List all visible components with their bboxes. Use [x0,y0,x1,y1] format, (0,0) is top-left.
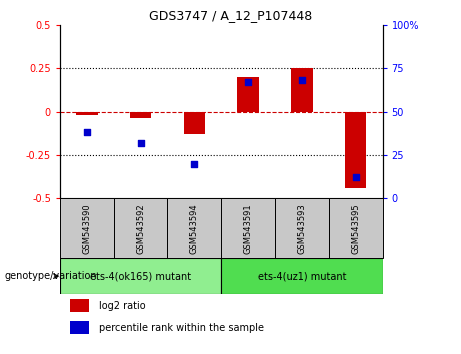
FancyBboxPatch shape [114,198,167,258]
Text: GSM543594: GSM543594 [190,203,199,254]
Text: genotype/variation: genotype/variation [5,271,97,281]
Text: GSM543592: GSM543592 [136,203,145,254]
Point [191,161,198,166]
FancyBboxPatch shape [167,198,221,258]
Text: GDS3747 / A_12_P107448: GDS3747 / A_12_P107448 [149,9,312,22]
Text: log2 ratio: log2 ratio [99,301,145,311]
Bar [183,112,205,134]
Text: percentile rank within the sample: percentile rank within the sample [99,323,264,333]
Bar [70,299,89,312]
Point [352,175,360,180]
Point [298,78,306,83]
Point [137,140,144,145]
FancyBboxPatch shape [60,198,114,258]
Text: GSM543595: GSM543595 [351,203,360,254]
Point [244,79,252,85]
FancyBboxPatch shape [221,258,383,294]
Bar [76,112,98,115]
Bar [70,321,89,334]
FancyBboxPatch shape [275,198,329,258]
Text: GSM543593: GSM543593 [297,203,307,254]
Point [83,130,90,135]
Bar [291,68,313,112]
FancyBboxPatch shape [221,198,275,258]
Text: GSM543590: GSM543590 [83,203,91,254]
Text: ets-4(ok165) mutant: ets-4(ok165) mutant [90,271,191,281]
Bar [130,112,151,119]
Bar [237,77,259,112]
FancyBboxPatch shape [329,198,383,258]
FancyBboxPatch shape [60,258,221,294]
Bar [345,112,366,188]
Text: ets-4(uz1) mutant: ets-4(uz1) mutant [258,271,346,281]
Text: GSM543591: GSM543591 [244,203,253,254]
